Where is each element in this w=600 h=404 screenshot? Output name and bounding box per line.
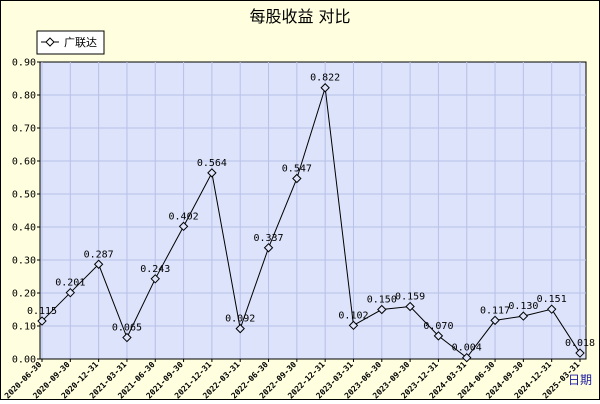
y-tick-label: 0.10 [12,322,36,333]
data-point [405,301,415,312]
data-label: 0.337 [253,233,283,244]
chart-title: 每股收益 对比 [249,7,350,26]
data-label: 0.822 [310,73,340,84]
data-point [65,287,76,298]
data-point [207,168,217,178]
data-label: 0.070 [423,321,453,332]
data-point [320,83,330,93]
data-point [348,320,359,331]
data-point [433,331,444,341]
y-tick-label: 0.50 [12,190,36,201]
data-point [235,323,245,334]
data-point [377,304,387,315]
data-label: 0.287 [84,249,114,260]
y-tick-label: 0.80 [12,91,36,102]
y-tick-label: 0.30 [12,256,36,267]
data-label: 0.201 [55,278,85,289]
data-label: 0.243 [140,264,170,275]
data-point [490,315,500,326]
data-label: 0.564 [197,158,227,169]
plot-area: 0.00 0.10 0.20 0.30 0.40 0.50 0.60 0.70 0.80 0.90… [3,58,595,401]
data-point [518,311,529,321]
data-label: 0.150 [367,295,397,306]
data-label: 0.547 [282,163,312,174]
data-point [37,316,47,326]
y-tick-label: 0.60 [12,157,36,168]
data-point [546,304,557,314]
data-point [462,352,472,363]
data-point [122,332,132,343]
data-point [263,243,274,253]
legend-marker [45,37,55,47]
data-label: 0.130 [508,301,538,312]
x-axis-label: 日期 [568,373,592,387]
data-label: 0.151 [537,294,567,305]
data-label: 0.117 [480,305,510,316]
y-tick-label: 0.90 [12,58,36,69]
data-point [150,274,160,284]
y-tick-label: 0.20 [12,289,36,300]
data-label: 0.018 [565,338,595,349]
data-point [292,173,302,184]
series-line [41,87,581,359]
legend: 广联达 [36,30,105,55]
y-tick-label: 0.70 [12,124,36,135]
data-label: 0.092 [225,314,255,325]
legend-entry: 广联达 [64,36,97,49]
y-tick-label: 0.40 [12,223,36,234]
data-label: 0.402 [169,211,199,222]
data-point [575,348,585,358]
legend-box [36,30,105,55]
data-label: 0.115 [27,306,57,317]
data-point [178,221,189,232]
data-label: 0.102 [338,310,368,321]
data-point [93,259,104,269]
data-label: 0.004 [452,343,482,354]
y-tick-label: 0.00 [12,355,36,366]
data-label: 0.159 [395,292,425,303]
data-label: 0.065 [112,323,142,334]
